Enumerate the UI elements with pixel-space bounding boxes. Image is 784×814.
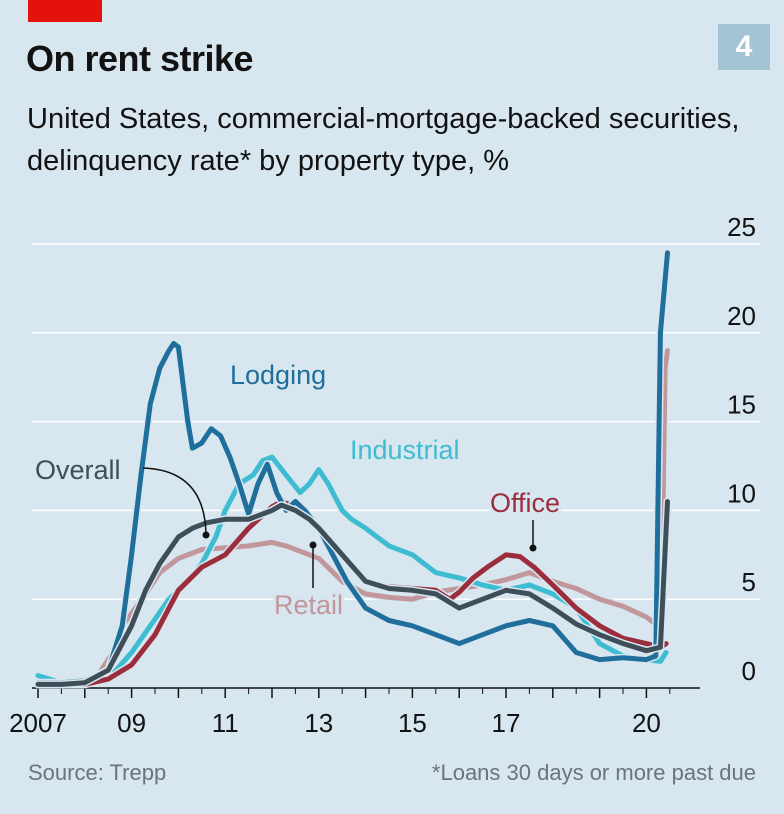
brand-tag xyxy=(28,0,102,22)
y-tick-label: 10 xyxy=(727,478,756,508)
series-line-overall xyxy=(35,499,670,687)
series-label-overall: Overall xyxy=(35,455,121,485)
x-tick-label: 2007 xyxy=(9,708,67,738)
series-lines xyxy=(34,248,672,689)
chart-number-badge: 4 xyxy=(718,24,770,70)
series-line-industrial xyxy=(35,454,669,686)
footnote: *Loans 30 days or more past due xyxy=(431,760,756,785)
x-tick-label: 11 xyxy=(212,708,239,738)
series-label-retail: Retail xyxy=(274,590,343,620)
office-leader-dot xyxy=(529,544,537,552)
y-tick-label: 15 xyxy=(727,390,756,420)
source-note: Source: Trepp xyxy=(28,760,167,785)
chart-subtitle: United States, commercial-mortgage-backe… xyxy=(27,103,740,177)
x-tick-label: 17 xyxy=(492,708,521,738)
series-line-retail xyxy=(35,348,670,686)
y-tick-labels: 0 5 10 15 20 25 xyxy=(727,212,756,686)
series-label-industrial: Industrial xyxy=(350,435,460,465)
series-line-lodging xyxy=(35,250,670,686)
grid-lines xyxy=(32,243,760,600)
y-tick-label: 20 xyxy=(727,301,756,331)
x-tick-label: 20 xyxy=(632,708,661,738)
series-labels: Lodging Industrial Overall Office Retail xyxy=(32,357,563,623)
series-label-office: Office xyxy=(490,488,560,518)
y-tick-label: 25 xyxy=(727,212,756,242)
x-tick-label: 13 xyxy=(304,708,333,738)
chart-title: On rent strike xyxy=(26,38,254,79)
y-tick-label: 0 xyxy=(742,656,756,686)
retail-leader-dot xyxy=(309,541,317,549)
overall-leader-dot xyxy=(202,531,210,539)
y-tick-label: 5 xyxy=(742,567,756,597)
series-label-lodging: Lodging xyxy=(230,360,326,390)
x-axis: 2007 09 11 13 15 17 20 xyxy=(9,687,700,738)
x-tick-label: 09 xyxy=(117,708,146,738)
x-tick-label: 15 xyxy=(398,708,427,738)
overall-leader xyxy=(142,467,207,536)
